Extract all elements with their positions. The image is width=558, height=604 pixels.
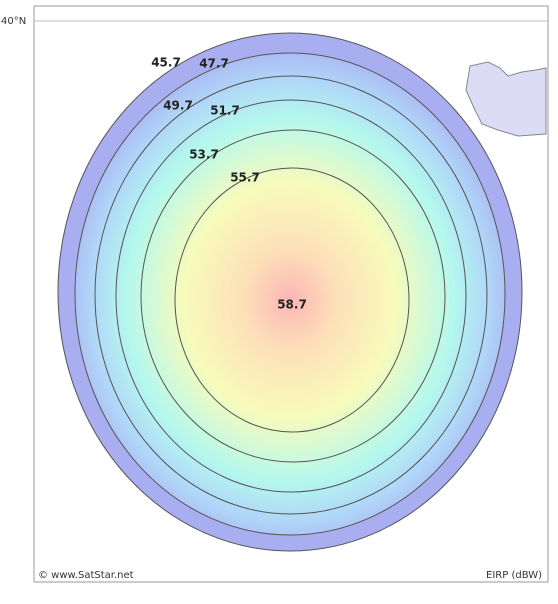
contour-label: 49.7 — [163, 99, 193, 113]
credit: © www.SatStar.net — [38, 570, 134, 581]
contour — [174, 167, 410, 433]
contour — [74, 52, 506, 536]
contour-label: 55.7 — [230, 171, 260, 185]
legend-unit: EIRP (dBW) — [486, 570, 542, 581]
contour-label: 45.7 — [151, 56, 181, 70]
contour — [140, 129, 446, 463]
contour-label: 51.7 — [210, 104, 240, 118]
contour — [115, 99, 467, 493]
footprint — [57, 32, 523, 552]
peak-label: 58.7 — [277, 298, 307, 312]
contour — [94, 75, 488, 515]
latitude-label: 40°N — [1, 16, 26, 27]
contour-label: 47.7 — [199, 57, 229, 71]
landmass — [465, 61, 547, 137]
contour-label: 53.7 — [189, 148, 219, 162]
